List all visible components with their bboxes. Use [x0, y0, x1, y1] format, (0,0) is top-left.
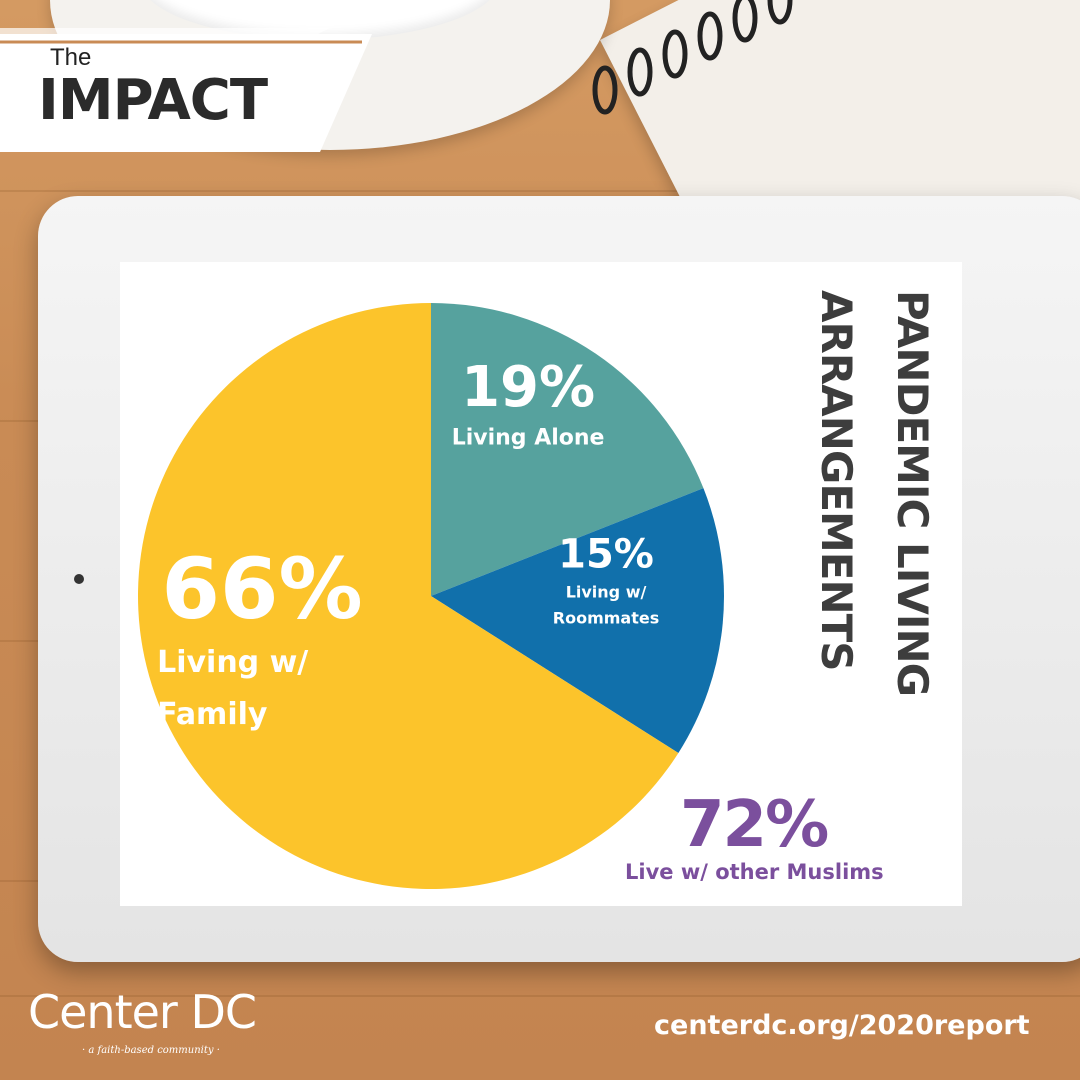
slice-category-label-1-1: Roommates [553, 609, 659, 628]
slice-category-label-2-1: Family [157, 697, 268, 732]
slice-category-label-1-0: Living w/ [566, 583, 647, 602]
banner-impact-text: IMPACT [38, 68, 268, 133]
slice-percent-label-0: 19% [461, 355, 595, 420]
pie-slice-2 [137, 303, 679, 889]
chart-title-line-2: ARRANGEMENTS [812, 290, 861, 671]
brand-tagline: · a faith-based community · [82, 1045, 220, 1056]
chart-title-line-1: PANDEMIC LIVING [888, 290, 937, 697]
slice-category-label-2-0: Living w/ [157, 645, 308, 680]
report-url[interactable]: centerdc.org/2020report [654, 1010, 1030, 1041]
banner-shape [0, 28, 372, 152]
slice-percent-label-1: 15% [558, 532, 654, 578]
impact-banner [0, 28, 380, 152]
muslim-stat-value: 72% [680, 788, 829, 862]
pie-slice-1 [431, 488, 724, 753]
brand-logo: Center DC [28, 985, 257, 1039]
banner-the-text: The [50, 44, 92, 71]
chart-title: PANDEMIC LIVING ARRANGEMENTS [770, 290, 950, 790]
tablet-camera [74, 574, 84, 584]
pie-slice-0 [431, 303, 704, 596]
notebook-rings [592, 0, 793, 115]
muslim-stat-label: Live w/ other Muslims [625, 860, 884, 884]
pie-chart: 19% Living Alone 15% Living w/Roommates 66% L… [137, 303, 724, 889]
slice-percent-label-2: 66% [162, 540, 363, 638]
slice-category-label-0-0: Living Alone [452, 426, 605, 451]
tablet-screen: 19% Living Alone 15% Living w/Roommates 66% L… [120, 262, 962, 906]
